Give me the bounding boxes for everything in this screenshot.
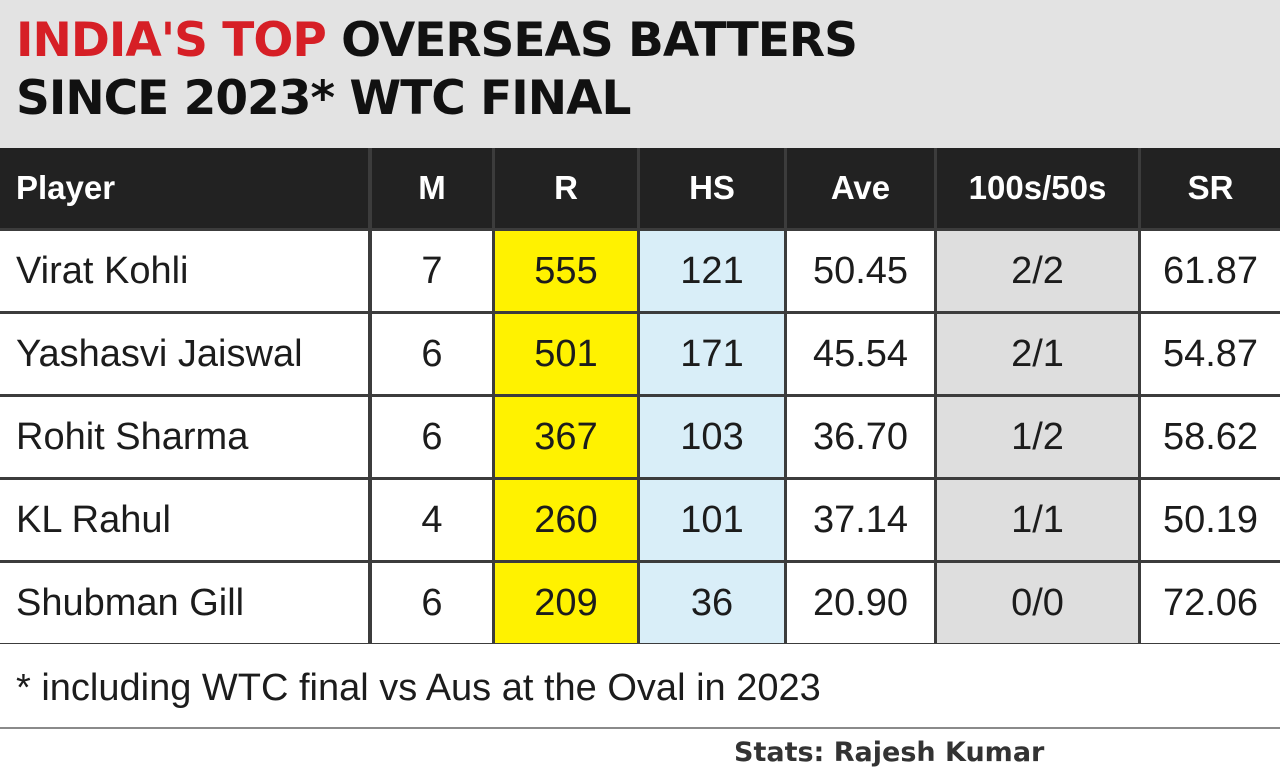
column-header-hundreds-fifties: 100s/50s <box>937 148 1138 228</box>
column-header-player: Player <box>0 148 368 228</box>
cell-ave: 36.70 <box>787 397 934 477</box>
cell-runs: 209 <box>495 563 637 643</box>
column-header-matches: M <box>372 148 492 228</box>
cell-matches: 6 <box>372 314 492 394</box>
column-header-hs: HS <box>640 148 784 228</box>
cell-runs: 260 <box>495 480 637 560</box>
column-header-ave: Ave <box>787 148 934 228</box>
cell-sr: 50.19 <box>1141 480 1280 560</box>
cell-runs: 367 <box>495 397 637 477</box>
cell-runs: 501 <box>495 314 637 394</box>
cell-player: Yashasvi Jaiswal <box>0 314 368 394</box>
cell-hundreds-fifties: 1/1 <box>937 480 1138 560</box>
cell-hundreds-fifties: 2/1 <box>937 314 1138 394</box>
cell-hs: 36 <box>640 563 784 643</box>
cell-player: Rohit Sharma <box>0 397 368 477</box>
cell-ave: 20.90 <box>787 563 934 643</box>
column-header-sr: SR <box>1141 148 1280 228</box>
divider <box>0 727 1280 729</box>
cell-player: Shubman Gill <box>0 563 368 643</box>
cell-matches: 6 <box>372 397 492 477</box>
cell-ave: 37.14 <box>787 480 934 560</box>
chart-title: INDIA'S TOP OVERSEAS BATTERS SINCE 2023* … <box>16 12 858 128</box>
stats-table: Player M R HS Ave 100s/50s SR Virat Kohli 7 555 12… <box>0 148 1280 644</box>
footnote: * including WTC final vs Aus at the Oval… <box>16 667 821 709</box>
cell-player: Virat Kohli <box>0 231 368 311</box>
cell-hs: 103 <box>640 397 784 477</box>
cell-hs: 101 <box>640 480 784 560</box>
cell-matches: 7 <box>372 231 492 311</box>
cell-hundreds-fifties: 2/2 <box>937 231 1138 311</box>
cell-sr: 54.87 <box>1141 314 1280 394</box>
cell-hundreds-fifties: 1/2 <box>937 397 1138 477</box>
cell-sr: 61.87 <box>1141 231 1280 311</box>
cell-matches: 6 <box>372 563 492 643</box>
title-highlight: INDIA'S TOP <box>16 13 327 68</box>
title-banner: INDIA'S TOP OVERSEAS BATTERS SINCE 2023* … <box>0 0 1280 148</box>
title-line2: SINCE 2023* WTC FINAL <box>16 71 631 126</box>
cell-matches: 4 <box>372 480 492 560</box>
cell-hundreds-fifties: 0/0 <box>937 563 1138 643</box>
cell-player: KL Rahul <box>0 480 368 560</box>
cell-hs: 121 <box>640 231 784 311</box>
cell-ave: 50.45 <box>787 231 934 311</box>
stats-credit: Stats: Rajesh Kumar <box>734 737 1045 768</box>
cell-hs: 171 <box>640 314 784 394</box>
cell-runs: 555 <box>495 231 637 311</box>
column-header-runs: R <box>495 148 637 228</box>
title-rest: OVERSEAS BATTERS <box>341 13 858 68</box>
cell-sr: 72.06 <box>1141 563 1280 643</box>
cell-ave: 45.54 <box>787 314 934 394</box>
cell-sr: 58.62 <box>1141 397 1280 477</box>
